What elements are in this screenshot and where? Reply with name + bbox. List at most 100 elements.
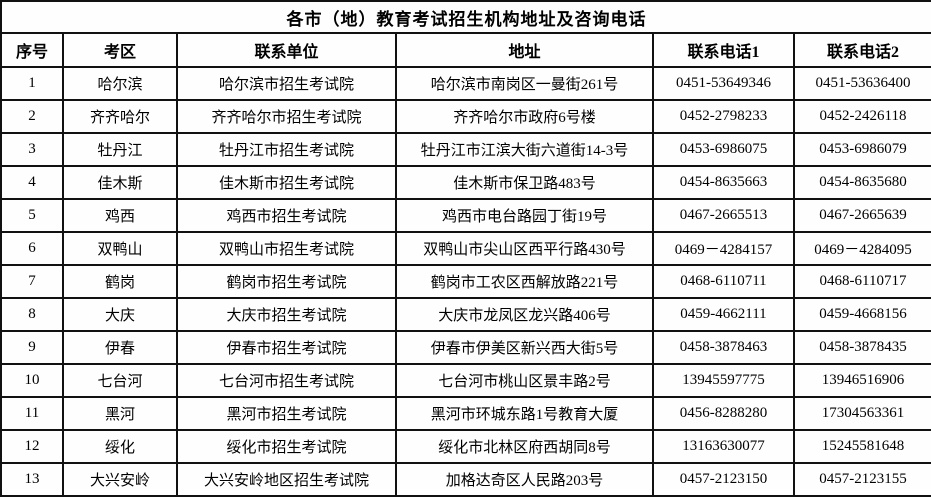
cell-phone2: 0453-6986079: [793, 132, 931, 167]
cell-phone1: 0468-6110711: [652, 264, 795, 299]
cell-phone1: 0452-2798233: [652, 99, 795, 134]
cell-district: 鸡西: [62, 198, 178, 233]
table-row: 10 七台河 七台河市招生考试院 七台河市桃山区景丰路2号 13945597775 139…: [0, 363, 931, 398]
cell-district: 黑河: [62, 396, 178, 431]
column-header-district: 考区: [62, 32, 178, 68]
cell-district: 牡丹江: [62, 132, 178, 167]
table-row: 12 绥化 绥化市招生考试院 绥化市北林区府西胡同8号 13163630077 15245…: [0, 429, 931, 464]
cell-district: 大兴安岭: [62, 462, 178, 497]
column-header-index: 序号: [0, 32, 64, 68]
cell-address: 绥化市北林区府西胡同8号: [395, 429, 654, 464]
cell-unit: 鹤岗市招生考试院: [176, 264, 397, 299]
cell-unit: 大庆市招生考试院: [176, 297, 397, 332]
cell-district: 大庆: [62, 297, 178, 332]
cell-unit: 牡丹江市招生考试院: [176, 132, 397, 167]
table-row: 11 黑河 黑河市招生考试院 黑河市环城东路1号教育大厦 0456-8288280 173…: [0, 396, 931, 431]
cell-district: 七台河: [62, 363, 178, 398]
table-row: 2 齐齐哈尔 齐齐哈尔市招生考试院 齐齐哈尔市政府6号楼 0452-2798233 045…: [0, 99, 931, 134]
cell-address: 双鸭山市尖山区西平行路430号: [395, 231, 654, 266]
cell-index: 2: [0, 99, 64, 134]
cell-phone2: 15245581648: [793, 429, 931, 464]
cell-index: 6: [0, 231, 64, 266]
cell-index: 8: [0, 297, 64, 332]
cell-index: 7: [0, 264, 64, 299]
cell-phone2: 17304563361: [793, 396, 931, 431]
column-header-phone2: 联系电话2: [793, 32, 931, 68]
cell-district: 鹤岗: [62, 264, 178, 299]
cell-address: 大庆市龙凤区龙兴路406号: [395, 297, 654, 332]
table-row: 6 双鸭山 双鸭山市招生考试院 双鸭山市尖山区西平行路430号 0469－4284157…: [0, 231, 931, 266]
cell-address: 佳木斯市保卫路483号: [395, 165, 654, 200]
cell-phone2: 0451-53636400: [793, 66, 931, 101]
cell-index: 13: [0, 462, 64, 497]
column-header-address: 地址: [395, 32, 654, 68]
table-row: 9 伊春 伊春市招生考试院 伊春市伊美区新兴西大街5号 0458-3878463 0458…: [0, 330, 931, 365]
table-header-row: 序号 考区 联系单位 地址 联系电话1 联系电话2: [0, 32, 931, 68]
cell-index: 4: [0, 165, 64, 200]
cell-district: 伊春: [62, 330, 178, 365]
cell-address: 鸡西市电台路园丁街19号: [395, 198, 654, 233]
column-header-phone1: 联系电话1: [652, 32, 795, 68]
cell-unit: 哈尔滨市招生考试院: [176, 66, 397, 101]
cell-phone2: 0467-2665639: [793, 198, 931, 233]
cell-index: 1: [0, 66, 64, 101]
cell-address: 黑河市环城东路1号教育大厦: [395, 396, 654, 431]
cell-district: 绥化: [62, 429, 178, 464]
cell-district: 佳木斯: [62, 165, 178, 200]
table-body: 1 哈尔滨 哈尔滨市招生考试院 哈尔滨市南岗区一曼街261号 0451-53649346…: [0, 66, 931, 497]
cell-phone2: 0469－4284095: [793, 231, 931, 266]
cell-address: 伊春市伊美区新兴西大街5号: [395, 330, 654, 365]
table-row: 5 鸡西 鸡西市招生考试院 鸡西市电台路园丁街19号 0467-2665513 0467-…: [0, 198, 931, 233]
table-row: 8 大庆 大庆市招生考试院 大庆市龙凤区龙兴路406号 0459-4662111 0459…: [0, 297, 931, 332]
table-title-row: 各市（地）教育考试招生机构地址及咨询电话: [0, 0, 931, 34]
cell-phone1: 0451-53649346: [652, 66, 795, 101]
column-header-unit: 联系单位: [176, 32, 397, 68]
cell-index: 3: [0, 132, 64, 167]
cell-index: 5: [0, 198, 64, 233]
table-row: 7 鹤岗 鹤岗市招生考试院 鹤岗市工农区西解放路221号 0468-6110711 046…: [0, 264, 931, 299]
cell-unit: 黑河市招生考试院: [176, 396, 397, 431]
cell-unit: 双鸭山市招生考试院: [176, 231, 397, 266]
cell-address: 七台河市桃山区景丰路2号: [395, 363, 654, 398]
cell-phone1: 0453-6986075: [652, 132, 795, 167]
cell-address: 齐齐哈尔市政府6号楼: [395, 99, 654, 134]
cell-unit: 绥化市招生考试院: [176, 429, 397, 464]
table-row: 13 大兴安岭 大兴安岭地区招生考试院 加格达奇区人民路203号 0457-212315…: [0, 462, 931, 497]
cell-phone1: 13163630077: [652, 429, 795, 464]
cell-phone2: 0468-6110717: [793, 264, 931, 299]
cell-phone1: 13945597775: [652, 363, 795, 398]
cell-unit: 大兴安岭地区招生考试院: [176, 462, 397, 497]
cell-district: 双鸭山: [62, 231, 178, 266]
cell-address: 鹤岗市工农区西解放路221号: [395, 264, 654, 299]
cell-phone1: 0457-2123150: [652, 462, 795, 497]
cell-phone2: 0452-2426118: [793, 99, 931, 134]
cell-unit: 鸡西市招生考试院: [176, 198, 397, 233]
cell-address: 加格达奇区人民路203号: [395, 462, 654, 497]
cell-index: 12: [0, 429, 64, 464]
cell-district: 齐齐哈尔: [62, 99, 178, 134]
page-title: 各市（地）教育考试招生机构地址及咨询电话: [0, 0, 931, 34]
cell-address: 哈尔滨市南岗区一曼街261号: [395, 66, 654, 101]
cell-phone2: 0458-3878435: [793, 330, 931, 365]
table-row: 1 哈尔滨 哈尔滨市招生考试院 哈尔滨市南岗区一曼街261号 0451-53649346…: [0, 66, 931, 101]
cell-phone1: 0458-3878463: [652, 330, 795, 365]
cell-phone2: 0459-4668156: [793, 297, 931, 332]
cell-phone2: 0457-2123155: [793, 462, 931, 497]
cell-district: 哈尔滨: [62, 66, 178, 101]
cell-phone1: 0469－4284157: [652, 231, 795, 266]
cell-index: 9: [0, 330, 64, 365]
table-row: 3 牡丹江 牡丹江市招生考试院 牡丹江市江滨大街六道街14-3号 0453-698607…: [0, 132, 931, 167]
cell-address: 牡丹江市江滨大街六道街14-3号: [395, 132, 654, 167]
cell-unit: 佳木斯市招生考试院: [176, 165, 397, 200]
cell-phone1: 0467-2665513: [652, 198, 795, 233]
cell-unit: 七台河市招生考试院: [176, 363, 397, 398]
cell-unit: 齐齐哈尔市招生考试院: [176, 99, 397, 134]
cell-index: 11: [0, 396, 64, 431]
cell-unit: 伊春市招生考试院: [176, 330, 397, 365]
cell-phone1: 0454-8635663: [652, 165, 795, 200]
table-row: 4 佳木斯 佳木斯市招生考试院 佳木斯市保卫路483号 0454-8635663 0454…: [0, 165, 931, 200]
cell-index: 10: [0, 363, 64, 398]
cell-phone2: 13946516906: [793, 363, 931, 398]
cell-phone1: 0456-8288280: [652, 396, 795, 431]
